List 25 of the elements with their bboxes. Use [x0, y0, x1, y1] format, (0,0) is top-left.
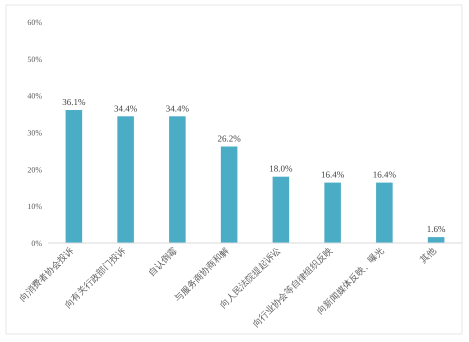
x-tick-label: 其他 — [418, 245, 438, 266]
bar — [220, 146, 238, 243]
bar — [117, 116, 134, 243]
bar — [428, 237, 444, 243]
data-label: 18.0% — [269, 164, 293, 174]
y-tick-label: 0% — [31, 239, 42, 248]
y-tick-label: 30% — [27, 128, 42, 138]
y-tick-label: 50% — [27, 54, 42, 64]
data-label: 16.4% — [321, 170, 345, 180]
data-label: 36.1% — [62, 97, 86, 108]
bar — [272, 176, 290, 243]
data-label: 1.6% — [426, 224, 446, 234]
bar — [376, 182, 393, 243]
y-tick-label: 60% — [27, 18, 42, 27]
x-tick-label: 自认倒霉 — [146, 245, 179, 278]
y-tick-label: 40% — [27, 92, 42, 101]
data-label: 16.4% — [372, 170, 396, 180]
bar — [169, 116, 186, 243]
y-tick-label: 20% — [27, 165, 42, 174]
bar — [66, 110, 82, 243]
bar — [324, 182, 341, 243]
y-tick-label: 10% — [27, 202, 42, 212]
data-label: 26.2% — [218, 133, 242, 144]
data-label: 34.4% — [114, 103, 138, 114]
data-label: 34.4% — [166, 103, 190, 114]
